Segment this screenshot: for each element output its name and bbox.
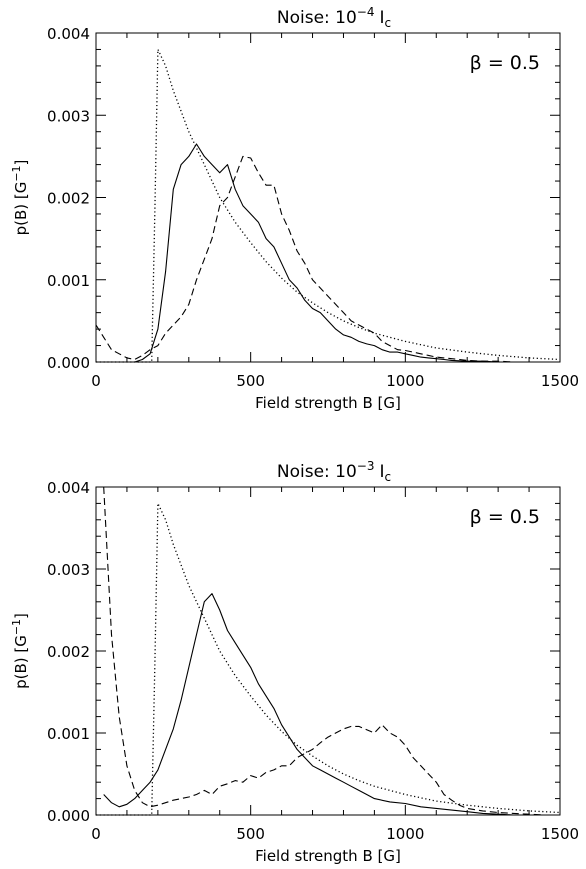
x-tick-label: 500 [236, 825, 265, 843]
x-tick-label: 1500 [541, 372, 579, 390]
chart-title: Noise: 10−3 Ic [277, 459, 391, 484]
x-tick-label: 500 [236, 372, 265, 390]
y-tick-label: 0.001 [47, 725, 90, 743]
x-tick-label: 1000 [386, 825, 424, 843]
y-axis-label: p(B) [G−1] [10, 613, 30, 689]
beta-annotation: β = 0.5 [470, 506, 540, 528]
y-tick-label: 0.002 [47, 190, 90, 208]
y-tick-label: 0.003 [47, 561, 90, 579]
chart-panel-1: 0 500 1000 1500 0.000 0.001 0.002 0.003 0.004 Noi… [10, 5, 579, 412]
x-axis-label: Field strength B [G] [255, 847, 401, 865]
series-line-solid [103, 143, 560, 363]
series-line-solid [103, 593, 560, 816]
y-tick-label: 0.000 [47, 354, 90, 372]
x-tick-label: 0 [91, 372, 101, 390]
y-tick-label: 0.002 [47, 643, 90, 661]
series-line-dotted [96, 48, 561, 363]
y-tick-label: 0.004 [47, 479, 90, 497]
y-tick-label: 0.001 [47, 272, 90, 290]
y-tick-label: 0.000 [47, 807, 90, 825]
x-tick-label: 1500 [541, 825, 579, 843]
x-tick-label: 1000 [386, 372, 424, 390]
chart-title: Noise: 10−4 Ic [277, 5, 391, 30]
y-axis-label: p(B) [G−1] [10, 160, 30, 236]
series-line-dashed [95, 155, 560, 363]
series-line-dashed [103, 486, 560, 816]
x-tick-label: 0 [91, 825, 101, 843]
chart-panel-2: 0 500 1000 1500 0.000 0.001 0.002 0.003 0.004 Noi… [10, 459, 579, 865]
beta-annotation: β = 0.5 [470, 52, 540, 74]
y-tick-label: 0.004 [47, 25, 90, 43]
plot-frame [95, 486, 561, 816]
series-line-dotted [96, 502, 561, 816]
y-tick-label: 0.003 [47, 107, 90, 125]
x-axis-label: Field strength B [G] [255, 394, 401, 412]
